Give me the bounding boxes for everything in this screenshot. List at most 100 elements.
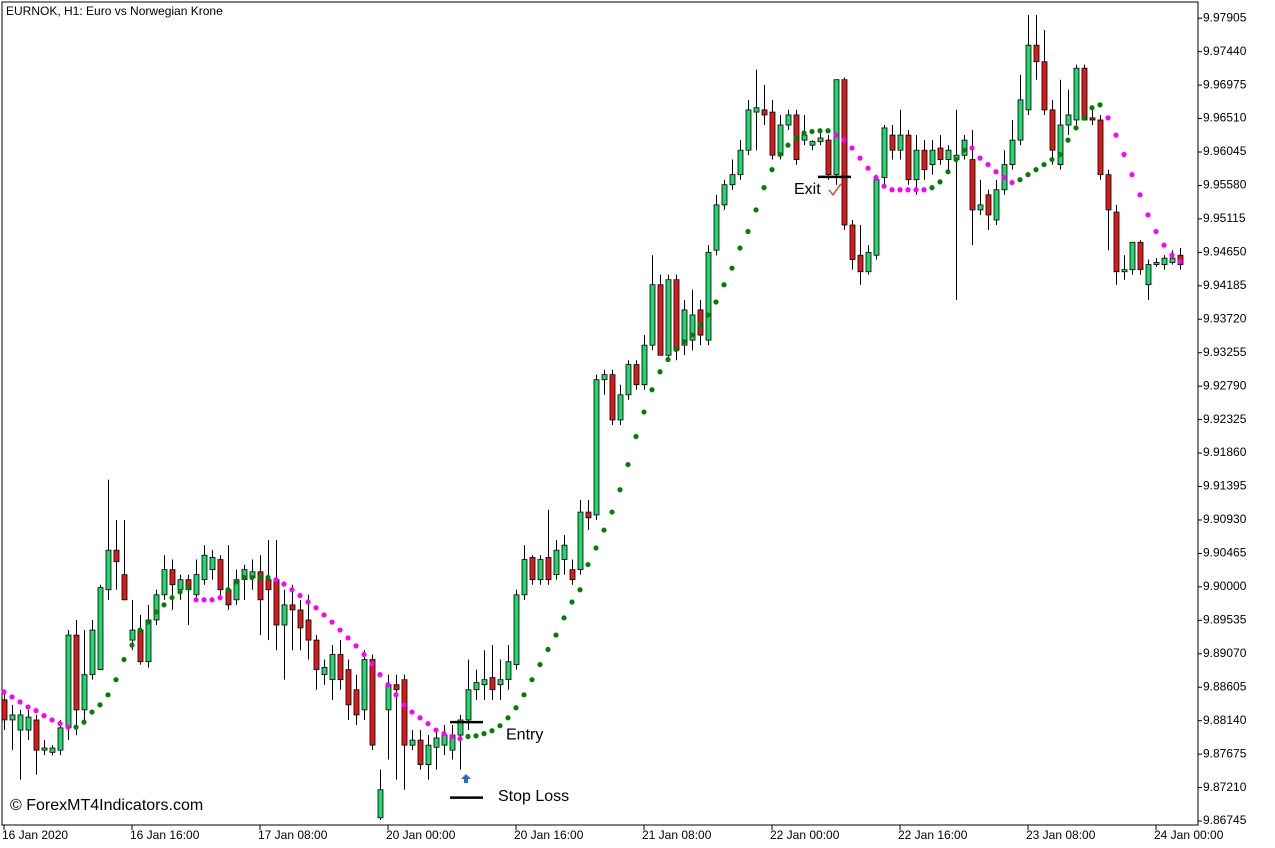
sar-dot [1001, 174, 1007, 181]
sar-dot [625, 461, 631, 468]
candle-body [161, 569, 168, 596]
y-tick-label: 9.96045 [1203, 144, 1247, 158]
candle-body [1169, 257, 1176, 263]
sar-dot [201, 597, 207, 603]
candle-body [785, 114, 792, 126]
candle-body [937, 147, 944, 160]
sar-dot [1065, 137, 1071, 143]
sar-dot [809, 128, 815, 135]
candle-body [601, 374, 608, 381]
sar-dot [465, 733, 471, 740]
sar-dot [753, 207, 759, 213]
candle-body [537, 559, 544, 581]
candle-body [473, 682, 480, 691]
x-tick-label: 20 Jan 00:00 [386, 828, 456, 842]
y-tick-label: 9.88140 [1203, 713, 1247, 727]
sar-dot [905, 187, 911, 193]
candle-body [209, 556, 216, 571]
sar-dot [945, 169, 951, 175]
candle-body [641, 344, 648, 386]
sar-dot [713, 299, 719, 305]
candle-body [729, 174, 736, 186]
candle-body [617, 394, 624, 421]
sar-dot [1145, 212, 1151, 218]
y-tick-label: 9.95580 [1203, 178, 1247, 192]
sar-dot [1073, 125, 1079, 131]
candle-body [825, 139, 832, 176]
sar-dot [449, 733, 455, 740]
sar-dot [745, 228, 751, 235]
sar-dot [217, 595, 223, 601]
sar-dot [177, 589, 183, 595]
sar-dot [353, 643, 359, 649]
candle-body [297, 609, 304, 629]
candle-body [721, 184, 728, 206]
sar-dot [73, 724, 79, 730]
candle-body [809, 141, 816, 146]
sar-dot [41, 713, 47, 719]
candle-body [801, 134, 808, 141]
candle-body [1025, 44, 1032, 111]
sar-dot [649, 387, 655, 393]
sar-dot [385, 682, 391, 688]
candle-body [1041, 61, 1048, 111]
candle-body [705, 251, 712, 341]
sar-dot [193, 597, 199, 603]
candle-body [1137, 241, 1144, 271]
y-tick-label: 9.97905 [1203, 10, 1247, 24]
candle-body [769, 111, 776, 156]
sar-dot [1, 689, 7, 695]
sar-dot [897, 187, 903, 193]
y-tick-label: 9.96975 [1203, 77, 1247, 91]
sar-dot [489, 728, 495, 734]
sar-dot [145, 619, 151, 625]
signal-arrow [461, 773, 471, 783]
candle-body [313, 639, 320, 671]
sar-dot [161, 602, 167, 608]
y-tick-label: 9.94185 [1203, 278, 1247, 292]
sar-dot [785, 142, 791, 148]
candle-body [873, 179, 880, 256]
y-tick-label: 9.90000 [1203, 579, 1247, 593]
sar-dot [665, 356, 671, 363]
sar-dot [929, 185, 935, 191]
candle-body [169, 569, 176, 586]
level-label: Entry [506, 726, 543, 743]
sar-dot [881, 183, 887, 189]
sar-dot [497, 723, 503, 729]
sar-dot [313, 605, 319, 611]
candle-body [585, 511, 592, 519]
candle-body [369, 659, 376, 746]
candle-body [201, 554, 208, 581]
sar-dot [153, 609, 159, 615]
sar-dot [1097, 102, 1103, 108]
sar-dot [561, 615, 567, 621]
candle-body [777, 124, 784, 156]
sar-dot [481, 731, 487, 737]
candle-body [361, 659, 368, 711]
y-tick-label: 9.89070 [1203, 646, 1247, 660]
candle-body [673, 279, 680, 351]
sar-dot [257, 574, 263, 581]
sar-dot [409, 709, 415, 715]
sar-dot [81, 719, 87, 725]
y-tick-label: 9.87210 [1203, 780, 1247, 794]
sar-dot [361, 651, 367, 658]
candle-body [1073, 67, 1080, 121]
sar-dot [169, 595, 175, 601]
sar-dot [17, 699, 23, 705]
sar-dot [297, 592, 303, 599]
x-tick-label: 20 Jan 16:00 [514, 828, 584, 842]
sar-dot [617, 487, 623, 493]
sar-dot [737, 245, 743, 251]
candle-body [17, 714, 24, 731]
x-tick-label: 22 Jan 00:00 [770, 828, 840, 842]
sar-dot [721, 282, 727, 288]
sar-dot [1121, 151, 1127, 158]
x-tick-label: 22 Jan 16:00 [898, 828, 968, 842]
candle-body [425, 744, 432, 765]
sar-dot [321, 612, 327, 618]
candle-body [9, 714, 16, 721]
candle-body [153, 594, 160, 621]
candle-body [81, 674, 88, 711]
